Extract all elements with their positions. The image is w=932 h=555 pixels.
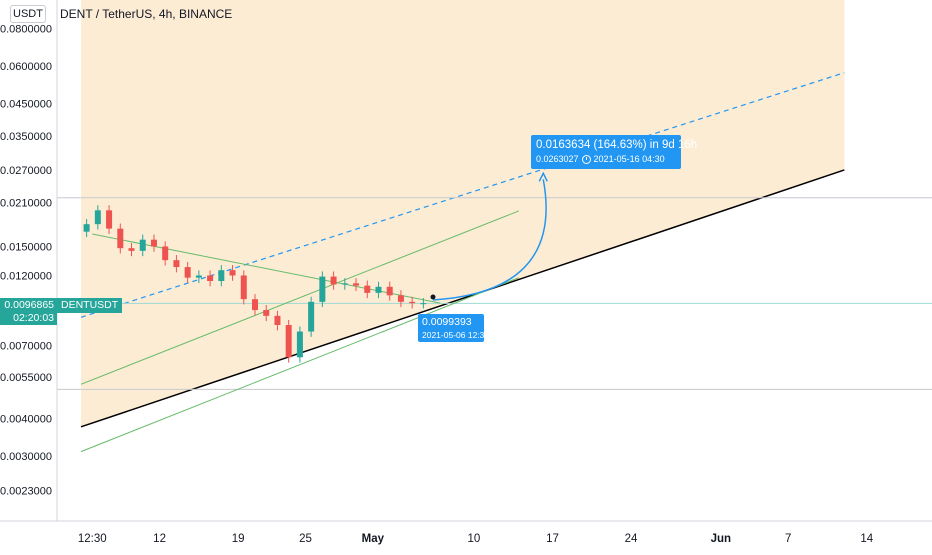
candle-body bbox=[128, 248, 135, 251]
last-price-tag: 0.0096865 02:20:03 bbox=[0, 298, 57, 325]
y-axis-panel bbox=[0, 0, 57, 521]
y-tick-label: 0.0150000 bbox=[0, 241, 52, 253]
x-tick-label: 10 bbox=[468, 533, 481, 545]
channel-fill bbox=[81, 0, 845, 427]
x-tick-label: 19 bbox=[232, 533, 245, 545]
candle-body bbox=[353, 283, 360, 286]
candle-body bbox=[274, 315, 281, 326]
projection-target-price: 0.0263027 bbox=[536, 154, 579, 164]
candle-body bbox=[263, 310, 270, 316]
x-tick-label: May bbox=[362, 533, 385, 545]
channel-lower-line bbox=[80, 169, 845, 428]
trend-line bbox=[92, 233, 441, 304]
projection-target-time: 2021-05-16 04:30 bbox=[593, 154, 665, 164]
candle-body bbox=[195, 275, 202, 278]
symbol-title-text: DENT / TetherUS, 4h, BINANCE bbox=[60, 7, 233, 21]
projection-start-dot bbox=[430, 294, 436, 300]
candle-body bbox=[285, 325, 292, 358]
projection-target-callout[interactable]: 0.0163634 (164.63%) in 9d 16h 0.0263027 … bbox=[531, 135, 698, 169]
x-tick-label: 7 bbox=[785, 533, 791, 545]
candle-body bbox=[207, 275, 214, 282]
candle-body bbox=[139, 239, 146, 251]
candle-body bbox=[173, 260, 180, 268]
candle-body bbox=[83, 224, 90, 232]
x-tick-label: Jun bbox=[711, 533, 731, 545]
y-tick-label: 0.0120000 bbox=[0, 270, 52, 282]
trend-line bbox=[80, 277, 519, 453]
y-tick-label: 0.0040000 bbox=[0, 413, 52, 425]
y-tick-label: 0.0070000 bbox=[0, 341, 52, 353]
y-tick-label: 0.0450000 bbox=[0, 98, 52, 110]
y-tick-label: 0.0023000 bbox=[0, 485, 52, 497]
candle-body bbox=[218, 270, 225, 282]
y-tick-label: 0.0055000 bbox=[0, 372, 52, 384]
projection-start-callout[interactable]: 0.0099393 2021-05-06 12:30 bbox=[418, 314, 490, 342]
candle-body bbox=[240, 275, 247, 300]
candle-body bbox=[296, 331, 303, 358]
candle-body bbox=[94, 210, 101, 225]
candle-body bbox=[229, 270, 236, 276]
clock-icon bbox=[581, 155, 591, 164]
candle-body bbox=[375, 286, 382, 293]
y-tick-label: 0.0350000 bbox=[0, 131, 52, 143]
projection-start-price: 0.0099393 bbox=[422, 316, 472, 328]
x-axis-panel bbox=[0, 521, 932, 550]
bar-countdown: 02:20:03 bbox=[13, 312, 54, 324]
candle-body bbox=[319, 276, 326, 302]
symbol-title: DENT / TetherUS, 4h, BINANCE bbox=[60, 4, 232, 24]
candle-body bbox=[106, 210, 113, 229]
candle-body bbox=[308, 301, 315, 332]
candle-body bbox=[184, 267, 191, 278]
candle-body bbox=[386, 286, 393, 296]
projection-arrowhead bbox=[538, 171, 548, 182]
candle-body bbox=[150, 239, 157, 247]
y-tick-label: 0.0030000 bbox=[0, 451, 52, 463]
trend-line bbox=[80, 210, 519, 385]
last-price-value: 0.0096865 bbox=[4, 299, 54, 311]
x-tick-label: 14 bbox=[860, 533, 873, 545]
x-tick-label: 12 bbox=[153, 533, 166, 545]
x-tick-label: 17 bbox=[546, 533, 559, 545]
symbol-label: DENTUSDT bbox=[57, 298, 123, 313]
candle-body bbox=[330, 276, 337, 285]
projection-arc bbox=[432, 179, 547, 301]
y-tick-label: 0.0600000 bbox=[0, 61, 52, 73]
x-tick-label: 25 bbox=[299, 533, 312, 545]
y-tick-label: 0.0210000 bbox=[0, 198, 52, 210]
candle-body bbox=[252, 299, 258, 311]
candle-body bbox=[117, 228, 124, 249]
candle-body bbox=[397, 295, 404, 302]
currency-unit-button[interactable]: USDT bbox=[10, 5, 46, 23]
x-tick-label: 12:30 bbox=[78, 533, 107, 545]
projection-change-text: 0.0163634 (164.63%) in 9d 16h bbox=[536, 139, 698, 151]
candle-body bbox=[162, 246, 169, 261]
y-tick-label: 0.0270000 bbox=[0, 165, 52, 177]
channel-mid-line bbox=[80, 72, 845, 318]
y-tick-label: 0.0800000 bbox=[0, 24, 52, 36]
projection-start-time: 2021-05-06 12:30 bbox=[422, 330, 490, 340]
x-tick-label: 24 bbox=[625, 533, 638, 545]
candle-body bbox=[341, 283, 348, 285]
candle-body bbox=[420, 303, 427, 305]
candle-body bbox=[364, 285, 371, 293]
candle-body bbox=[409, 301, 416, 304]
projection-target-row: 0.0263027 2021-05-16 04:30 bbox=[536, 153, 676, 166]
